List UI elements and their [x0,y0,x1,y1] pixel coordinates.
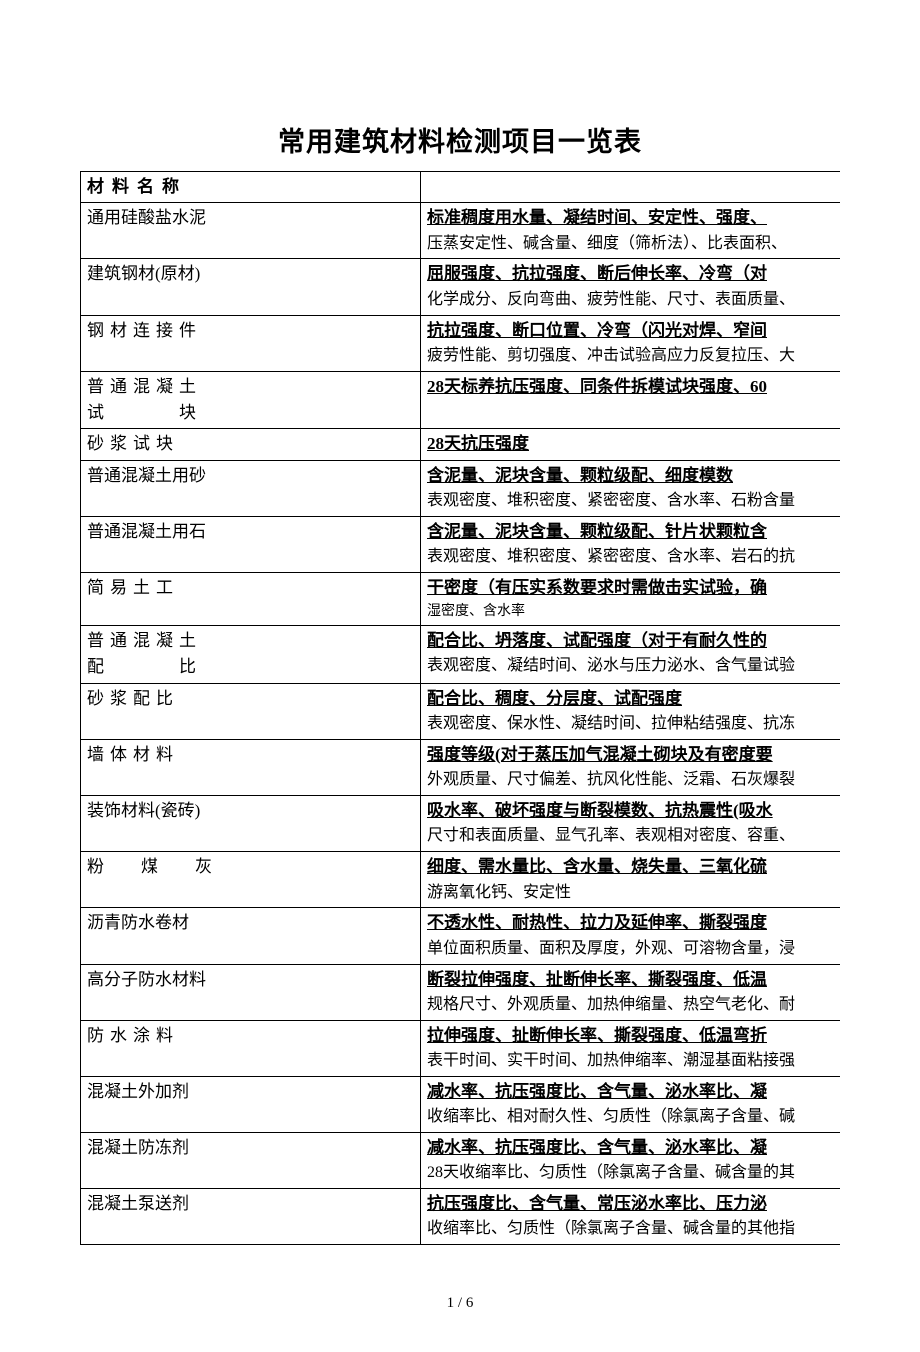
table-row: 普通混凝土用石含泥量、泥块含量、颗粒级配、针片状颗粒含表观密度、堆积密度、紧密密… [81,516,841,572]
test-items: 干密度（有压实系数要求时需做击实试验，确湿密度、含水率 [421,573,841,626]
material-name: 砂浆配比 [81,683,421,739]
test-items: 抗压强度比、含气量、常压泌水率比、压力泌收缩率比、匀质性（除氯离子含量、碱含量的… [421,1189,841,1245]
primary-tests: 含泥量、泥块含量、颗粒级配、针片状颗粒含 [427,519,834,545]
header-desc [421,172,841,203]
table-row: 简易土工干密度（有压实系数要求时需做击实试验，确湿密度、含水率 [81,573,841,626]
material-name: 简易土工 [81,573,421,626]
test-items: 吸水率、破坏强度与断裂模数、抗热震性(吸水尺寸和表面质量、显气孔率、表观相对密度… [421,796,841,852]
secondary-tests: 压蒸安定性、碱含量、细度（筛析法）、比表面积、 [427,232,834,257]
secondary-tests: 化学成分、反向弯曲、疲劳性能、尺寸、表面质量、 [427,288,834,313]
material-name: 建筑钢材(原材) [81,259,421,315]
primary-tests: 抗拉强度、断口位置、冷弯（闪光对焊、窄间 [427,318,834,344]
material-name: 通用硅酸盐水泥 [81,203,421,259]
table-row: 混凝土外加剂减水率、抗压强度比、含气量、泌水率比、凝收缩率比、相对耐久性、匀质性… [81,1076,841,1132]
material-name: 混凝土防冻剂 [81,1132,421,1188]
primary-tests: 强度等级(对于蒸压加气混凝土砌块及有密度要 [427,742,834,768]
material-name: 防水涂料 [81,1020,421,1076]
secondary-tests: 游离氧化钙、安定性 [427,881,834,906]
material-name: 钢材连接件 [81,315,421,371]
table-row: 混凝土防冻剂减水率、抗压强度比、含气量、泌水率比、凝28天收缩率比、匀质性（除氯… [81,1132,841,1188]
material-name: 混凝土外加剂 [81,1076,421,1132]
primary-tests: 拉伸强度、扯断伸长率、撕裂强度、低温弯折 [427,1023,834,1049]
table-row: 墙体材料强度等级(对于蒸压加气混凝土砌块及有密度要外观质量、尺寸偏差、抗风化性能… [81,739,841,795]
primary-tests: 标准稠度用水量、凝结时间、安定性、强度、 [427,205,834,231]
primary-tests: 28天标养抗压强度、同条件拆模试块强度、60 [427,374,834,400]
material-name: 沥青防水卷材 [81,908,421,964]
table-row: 粉 煤 灰细度、需水量比、含水量、烧失量、三氧化硫游离氧化钙、安定性 [81,852,841,908]
test-items: 减水率、抗压强度比、含气量、泌水率比、凝28天收缩率比、匀质性（除氯离子含量、碱… [421,1132,841,1188]
primary-tests: 抗压强度比、含气量、常压泌水率比、压力泌 [427,1191,834,1217]
material-name: 普通混凝土用石 [81,516,421,572]
table-row: 建筑钢材(原材)屈服强度、抗拉强度、断后伸长率、冷弯（对化学成分、反向弯曲、疲劳… [81,259,841,315]
primary-tests: 不透水性、耐热性、拉力及延伸率、撕裂强度 [427,910,834,936]
secondary-tests: 收缩率比、相对耐久性、匀质性（除氯离子含量、碱 [427,1105,834,1130]
table-row: 高分子防水材料断裂拉伸强度、扯断伸长率、撕裂强度、低温规格尺寸、外观质量、加热伸… [81,964,841,1020]
header-material-name: 材料名称 [81,172,421,203]
primary-tests: 含泥量、泥块含量、颗粒级配、细度模数 [427,463,834,489]
test-items: 28天标养抗压强度、同条件拆模试块强度、60 [421,371,841,429]
secondary-tests: 规格尺寸、外观质量、加热伸缩量、热空气老化、耐 [427,993,834,1018]
primary-tests: 屈服强度、抗拉强度、断后伸长率、冷弯（对 [427,261,834,287]
material-name: 混凝土泵送剂 [81,1189,421,1245]
test-items: 细度、需水量比、含水量、烧失量、三氧化硫游离氧化钙、安定性 [421,852,841,908]
material-name: 砂浆试块 [81,429,421,460]
secondary-tests: 疲劳性能、剪切强度、冲击试验高应力反复拉压、大 [427,344,834,369]
table-row: 装饰材料(瓷砖)吸水率、破坏强度与断裂模数、抗热震性(吸水尺寸和表面质量、显气孔… [81,796,841,852]
material-name: 墙体材料 [81,739,421,795]
test-items: 拉伸强度、扯断伸长率、撕裂强度、低温弯折表干时间、实干时间、加热伸缩率、潮湿基面… [421,1020,841,1076]
test-items: 标准稠度用水量、凝结时间、安定性、强度、压蒸安定性、碱含量、细度（筛析法）、比表… [421,203,841,259]
test-items: 减水率、抗压强度比、含气量、泌水率比、凝收缩率比、相对耐久性、匀质性（除氯离子含… [421,1076,841,1132]
material-name: 普通混凝土用砂 [81,460,421,516]
primary-tests: 配合比、坍落度、试配强度（对于有耐久性的 [427,628,834,654]
primary-tests: 干密度（有压实系数要求时需做击实试验，确 [427,575,834,601]
test-items: 配合比、稠度、分层度、试配强度表观密度、保水性、凝结时间、拉伸粘结强度、抗冻 [421,683,841,739]
primary-tests: 减水率、抗压强度比、含气量、泌水率比、凝 [427,1079,834,1105]
test-items: 断裂拉伸强度、扯断伸长率、撕裂强度、低温规格尺寸、外观质量、加热伸缩量、热空气老… [421,964,841,1020]
material-name: 粉 煤 灰 [81,852,421,908]
table-row: 普通混凝土试 块28天标养抗压强度、同条件拆模试块强度、60 [81,371,841,429]
test-items: 含泥量、泥块含量、颗粒级配、针片状颗粒含表观密度、堆积密度、紧密密度、含水率、岩… [421,516,841,572]
secondary-tests: 湿密度、含水率 [427,601,834,623]
table-row: 通用硅酸盐水泥标准稠度用水量、凝结时间、安定性、强度、压蒸安定性、碱含量、细度（… [81,203,841,259]
secondary-tests: 表观密度、堆积密度、紧密密度、含水率、石粉含量 [427,489,834,514]
table-row: 普通混凝土用砂含泥量、泥块含量、颗粒级配、细度模数表观密度、堆积密度、紧密密度、… [81,460,841,516]
secondary-tests: 收缩率比、匀质性（除氯离子含量、碱含量的其他指 [427,1217,834,1242]
secondary-tests: 表观密度、堆积密度、紧密密度、含水率、岩石的抗 [427,545,834,570]
primary-tests: 细度、需水量比、含水量、烧失量、三氧化硫 [427,854,834,880]
secondary-tests: 单位面积质量、面积及厚度，外观、可溶物含量，浸 [427,937,834,962]
table-row: 防水涂料拉伸强度、扯断伸长率、撕裂强度、低温弯折表干时间、实干时间、加热伸缩率、… [81,1020,841,1076]
table-row: 砂浆试块28天抗压强度 [81,429,841,460]
primary-tests: 配合比、稠度、分层度、试配强度 [427,686,834,712]
secondary-tests: 表干时间、实干时间、加热伸缩率、潮湿基面粘接强 [427,1049,834,1074]
table-row: 普通混凝土配 比配合比、坍落度、试配强度（对于有耐久性的表观密度、凝结时间、泌水… [81,626,841,684]
page-footer: 1 / 6 [80,1295,840,1312]
test-items: 屈服强度、抗拉强度、断后伸长率、冷弯（对化学成分、反向弯曲、疲劳性能、尺寸、表面… [421,259,841,315]
test-items: 强度等级(对于蒸压加气混凝土砌块及有密度要外观质量、尺寸偏差、抗风化性能、泛霜、… [421,739,841,795]
secondary-tests: 28天收缩率比、匀质性（除氯离子含量、碱含量的其 [427,1161,834,1186]
test-items: 含泥量、泥块含量、颗粒级配、细度模数表观密度、堆积密度、紧密密度、含水率、石粉含… [421,460,841,516]
test-items: 不透水性、耐热性、拉力及延伸率、撕裂强度单位面积质量、面积及厚度，外观、可溶物含… [421,908,841,964]
test-items: 配合比、坍落度、试配强度（对于有耐久性的表观密度、凝结时间、泌水与压力泌水、含气… [421,626,841,684]
material-name: 普通混凝土试 块 [81,371,421,429]
secondary-tests: 表观密度、凝结时间、泌水与压力泌水、含气量试验 [427,654,834,679]
secondary-tests: 表观密度、保水性、凝结时间、拉伸粘结强度、抗冻 [427,712,834,737]
secondary-tests: 尺寸和表面质量、显气孔率、表观相对密度、容重、 [427,824,834,849]
test-items: 抗拉强度、断口位置、冷弯（闪光对焊、窄间疲劳性能、剪切强度、冲击试验高应力反复拉… [421,315,841,371]
primary-tests: 减水率、抗压强度比、含气量、泌水率比、凝 [427,1135,834,1161]
material-name: 高分子防水材料 [81,964,421,1020]
table-row: 砂浆配比配合比、稠度、分层度、试配强度表观密度、保水性、凝结时间、拉伸粘结强度、… [81,683,841,739]
table-row: 混凝土泵送剂抗压强度比、含气量、常压泌水率比、压力泌收缩率比、匀质性（除氯离子含… [81,1189,841,1245]
secondary-tests: 外观质量、尺寸偏差、抗风化性能、泛霜、石灰爆裂 [427,768,834,793]
test-items: 28天抗压强度 [421,429,841,460]
materials-table: 材料名称通用硅酸盐水泥标准稠度用水量、凝结时间、安定性、强度、压蒸安定性、碱含量… [80,171,840,1245]
primary-tests: 28天抗压强度 [427,431,834,457]
primary-tests: 吸水率、破坏强度与断裂模数、抗热震性(吸水 [427,798,834,824]
page-title: 常用建筑材料检测项目一览表 [80,120,840,159]
primary-tests: 断裂拉伸强度、扯断伸长率、撕裂强度、低温 [427,967,834,993]
table-row: 沥青防水卷材不透水性、耐热性、拉力及延伸率、撕裂强度单位面积质量、面积及厚度，外… [81,908,841,964]
material-name: 普通混凝土配 比 [81,626,421,684]
table-row: 钢材连接件抗拉强度、断口位置、冷弯（闪光对焊、窄间疲劳性能、剪切强度、冲击试验高… [81,315,841,371]
material-name: 装饰材料(瓷砖) [81,796,421,852]
